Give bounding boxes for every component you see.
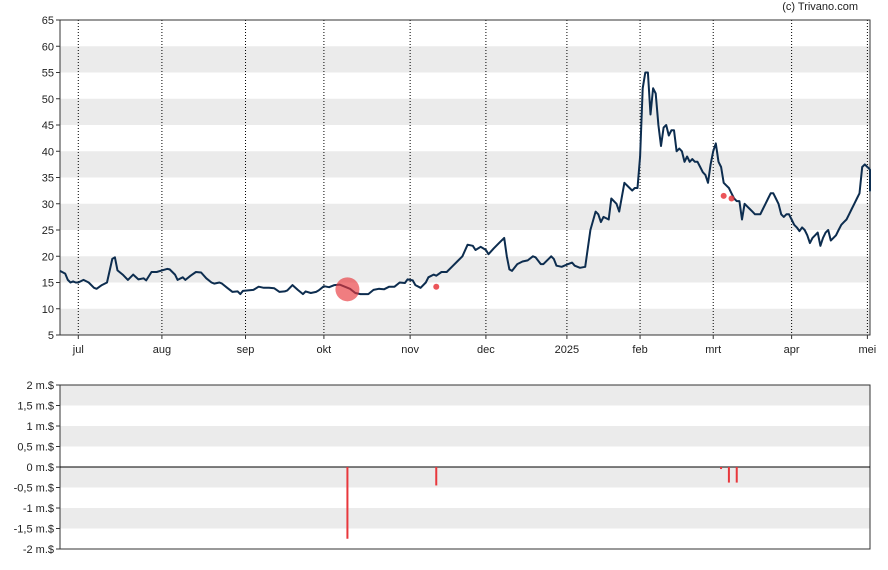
volume-y-tick-label: 0 m.$ <box>26 462 54 474</box>
month-label: dec <box>477 344 495 356</box>
price-band <box>60 203 870 230</box>
transaction-marker <box>728 195 735 202</box>
volume-band <box>60 508 870 529</box>
volume-bar <box>735 467 738 483</box>
price-band <box>60 98 870 125</box>
volume-bar <box>346 467 349 539</box>
volume-band <box>60 426 870 447</box>
price-y-tick-label: 20 <box>42 251 54 263</box>
price-panel-bands <box>60 46 870 335</box>
price-y-tick-label: 50 <box>42 94 54 106</box>
volume-y-tick-label: 0,5 m.$ <box>17 442 54 454</box>
month-label: apr <box>784 344 800 356</box>
volume-y-tick-label: -1 m.$ <box>23 503 54 515</box>
price-x-axis: jul aug sep okt nov dec 2025 feb mrt apr mei <box>72 335 876 356</box>
price-y-tick-label: 40 <box>42 146 54 158</box>
month-label: nov <box>401 344 419 356</box>
transaction-marker <box>720 192 727 199</box>
transaction-markers <box>335 192 735 302</box>
volume-y-tick-label: -2 m.$ <box>23 544 54 556</box>
month-label: feb <box>632 344 647 356</box>
price-band <box>60 151 870 178</box>
price-y-tick-label: 35 <box>42 173 54 185</box>
transaction-marker <box>433 283 440 290</box>
month-label: okt <box>317 344 332 356</box>
price-band <box>60 256 870 283</box>
month-label: mrt <box>705 344 721 356</box>
month-label: 2025 <box>555 344 579 356</box>
price-band <box>60 308 870 335</box>
price-y-tick-label: 60 <box>42 41 54 53</box>
volume-band <box>60 467 870 488</box>
month-label: aug <box>153 344 171 356</box>
price-y-tick-label: 5 <box>48 330 54 342</box>
price-y-tick-label: 65 <box>42 15 54 27</box>
price-y-tick-label: 55 <box>42 68 54 80</box>
price-y-tick-label: 45 <box>42 120 54 132</box>
volume-y-tick-label: -0,5 m.$ <box>14 483 54 495</box>
transaction-marker <box>335 277 360 302</box>
price-y-tick-label: 30 <box>42 199 54 211</box>
volume-y-tick-label: -1,5 m.$ <box>14 524 54 536</box>
volume-bar <box>720 467 723 470</box>
volume-y-tick-label: 2 m.$ <box>26 380 54 392</box>
volume-panel-bands <box>60 385 870 529</box>
volume-bars <box>346 467 738 539</box>
volume-bar <box>435 467 438 486</box>
volume-y-tick-label: 1,5 m.$ <box>17 401 54 413</box>
price-series-line <box>59 71 871 296</box>
volume-bar <box>727 467 730 483</box>
price-y-tick-label: 10 <box>42 304 54 316</box>
price-y-tick-label: 25 <box>42 225 54 237</box>
month-label: sep <box>237 344 255 356</box>
month-label: jul <box>72 344 84 356</box>
price-y-axis: 5 10 15 20 25 30 35 40 45 50 55 60 65 <box>42 15 60 342</box>
volume-band <box>60 385 870 406</box>
price-y-tick-label: 15 <box>42 278 54 290</box>
month-label: mei <box>859 344 877 356</box>
volume-y-axis: -2 m.$ -1,5 m.$ -1 m.$ -0,5 m.$ 0 m.$ 0,5 m.$… <box>14 380 60 556</box>
price-band <box>60 46 870 73</box>
volume-y-tick-label: 1 m.$ <box>26 421 54 433</box>
credit-label: (c) Trivano.com <box>782 1 858 13</box>
